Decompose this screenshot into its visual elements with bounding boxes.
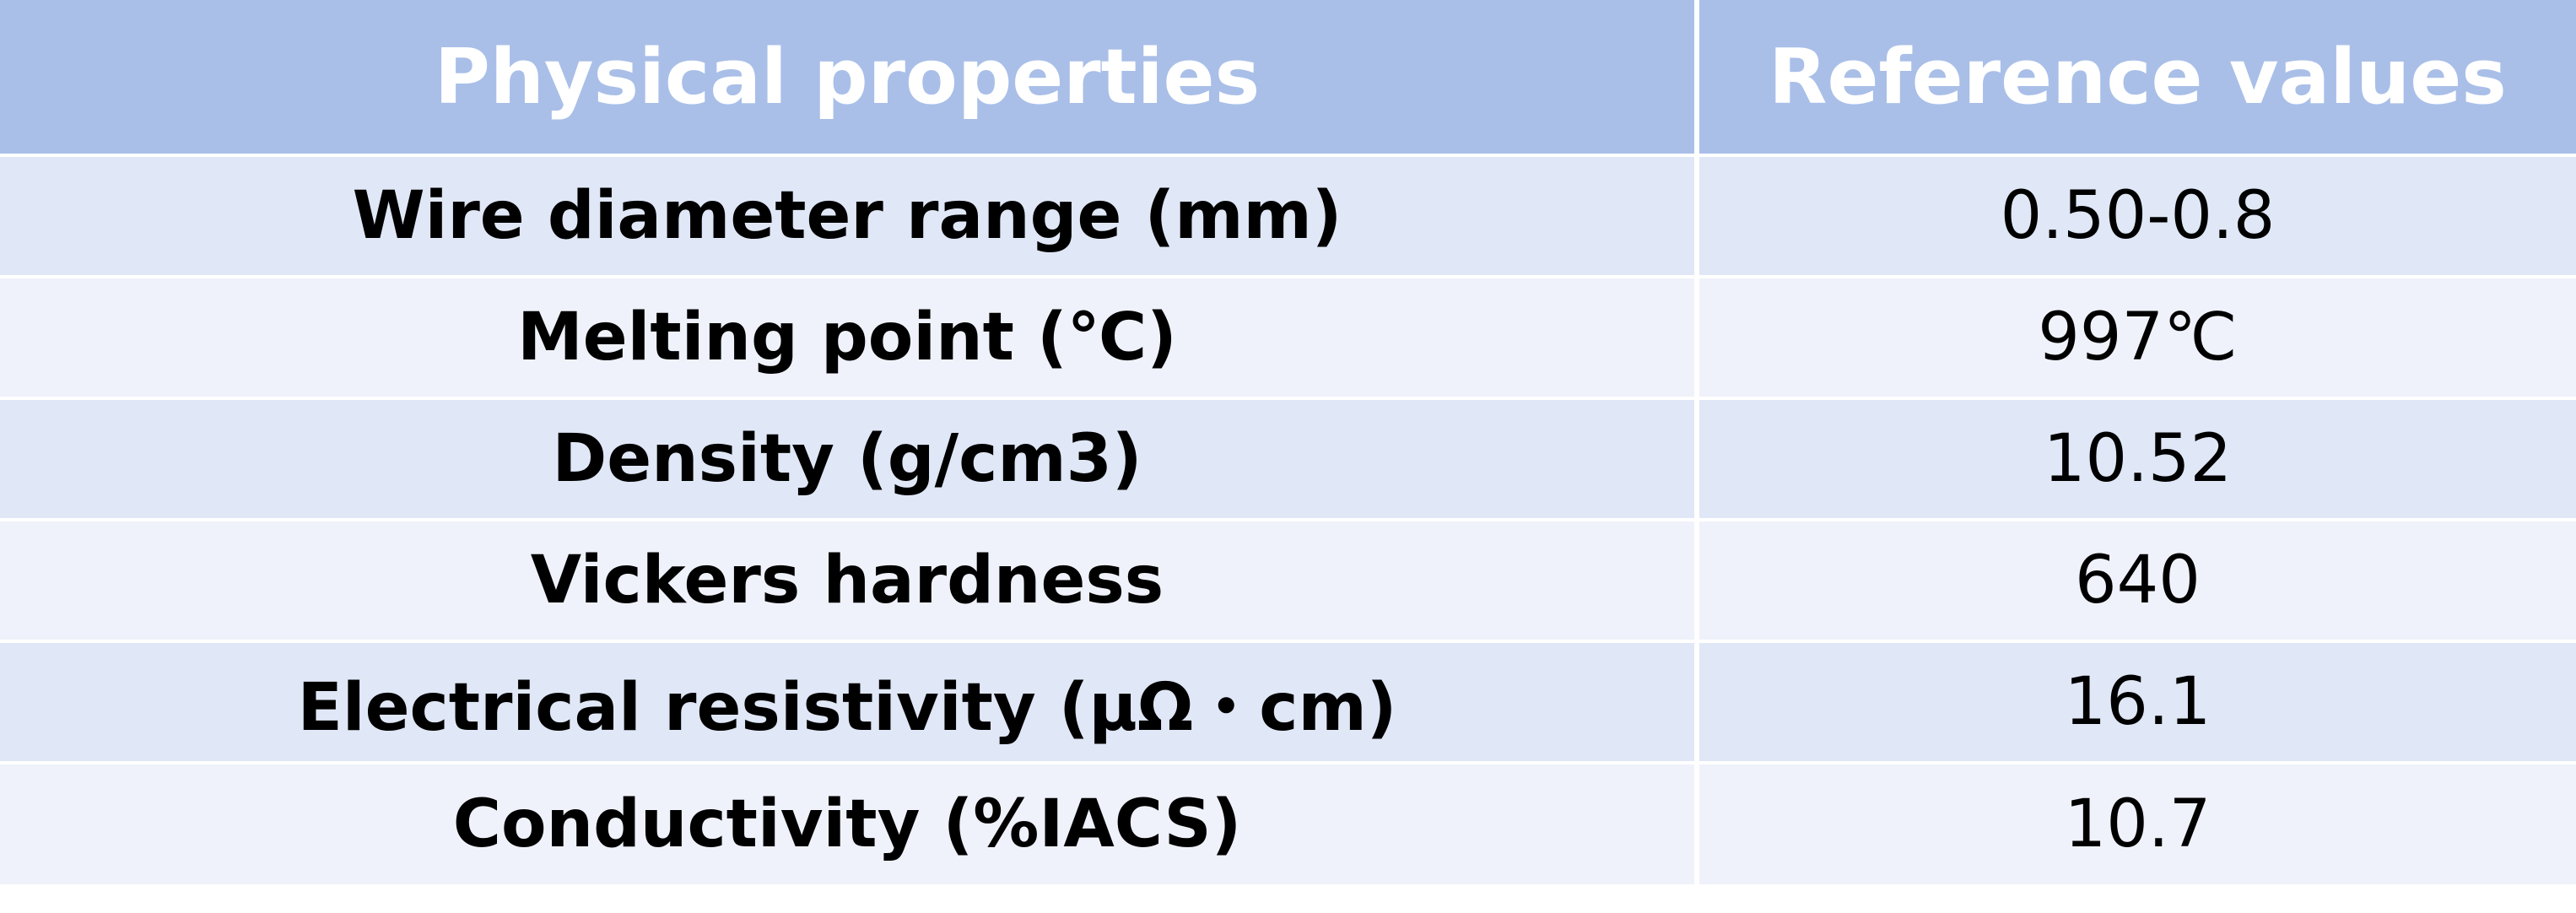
value-cell: 0.50-0.8 bbox=[1699, 157, 2576, 275]
table-row: Density (g/cm3) 10.52 bbox=[0, 400, 2576, 518]
table-header-row: Physical properties Reference values bbox=[0, 0, 2576, 154]
table-row: Conductivity (%IACS) 10.7 bbox=[0, 764, 2576, 884]
property-cell: Vickers hardness bbox=[0, 521, 1694, 640]
property-cell: Conductivity (%IACS) bbox=[0, 764, 1694, 884]
value-cell: 640 bbox=[1699, 521, 2576, 640]
table-row: Vickers hardness 640 bbox=[0, 521, 2576, 640]
table-row: Melting point (℃) 997℃ bbox=[0, 278, 2576, 397]
table-row: Wire diameter range (mm) 0.50-0.8 bbox=[0, 157, 2576, 275]
property-cell: Density (g/cm3) bbox=[0, 400, 1694, 518]
value-cell: 997℃ bbox=[1699, 278, 2576, 397]
property-cell: Electrical resistivity (μΩ・cm) bbox=[0, 643, 1694, 761]
property-cell: Wire diameter range (mm) bbox=[0, 157, 1694, 275]
header-reference-values: Reference values bbox=[1699, 0, 2576, 154]
value-cell: 10.52 bbox=[1699, 400, 2576, 518]
header-physical-properties: Physical properties bbox=[0, 0, 1694, 154]
value-cell: 10.7 bbox=[1699, 764, 2576, 884]
table-row: Electrical resistivity (μΩ・cm) 16.1 bbox=[0, 643, 2576, 761]
value-cell: 16.1 bbox=[1699, 643, 2576, 761]
property-cell: Melting point (℃) bbox=[0, 278, 1694, 397]
